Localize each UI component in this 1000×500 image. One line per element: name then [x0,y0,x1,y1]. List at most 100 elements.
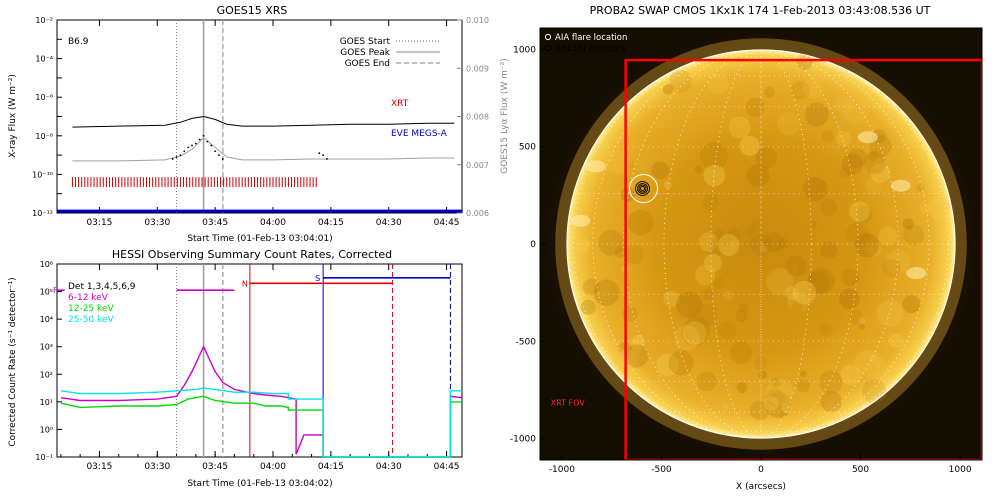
solar-texture-blob [718,321,737,340]
solar-texture-blob [808,267,835,294]
goes-short-point [187,146,190,149]
solar-texture-blob [745,97,765,118]
solar-texture-blob [620,187,636,203]
solar-texture-blob [858,323,865,330]
goes-ytick-label: 10⁻¹² [32,209,53,218]
solar-texture-blob [927,196,950,220]
goes-panel: GOES15 XRS 03:15 03:30 03:45 04:00 04:15 04:3… [8,4,510,244]
hessi-flag-label: F [53,286,58,295]
goes-marks: XRT EVE MEGS-A [57,20,462,213]
solar-texture-blob [902,295,921,314]
solar-texture-blob [746,225,757,236]
sun-xtick-label: -500 [651,465,672,475]
solar-texture-blob [582,278,600,296]
bright-region [906,267,927,280]
sun-xtick-label: 0 [758,465,764,475]
goes-short-point [210,144,213,147]
solar-texture-blob [865,241,882,257]
solar-texture-blob [681,320,708,347]
goes-short-point [322,154,325,157]
goes-ylabel: X-ray Flux (W m⁻²) [8,74,18,158]
goes-ytick-label: 10⁻² [35,16,53,25]
solar-texture-blob [809,220,818,229]
solar-texture-blob [781,403,793,414]
solar-texture-blob [624,344,649,368]
hessi-panel: HESSI Observing Summary Count Rates, Cor… [8,248,463,489]
solar-texture-blob [834,94,854,114]
hessi-xtick-label: 04:15 [318,462,344,472]
solar-texture-blob [593,279,620,306]
goes-ytick-label: 10⁻⁸ [35,132,53,141]
sun-ytick-label: -1000 [510,435,536,445]
solar-texture-blob [702,194,720,211]
solar-texture-blob [845,222,870,246]
rhessi-contour [637,183,648,194]
solar-texture-blob [764,86,775,98]
sun-legend-label: RHESSI contours [555,44,626,54]
longitude-line [710,49,812,439]
xrt-fov-label: XRT FOV [551,399,586,408]
goes-xtick-label: 04:15 [318,218,344,228]
goes-y2tick-label: 0.009 [466,64,489,73]
sun-legend-label: AIA flare location [555,33,627,43]
solar-texture-blob [663,180,672,189]
goes-short-point [183,150,186,153]
solar-texture-blob [820,390,843,413]
solar-texture-blob [792,280,817,305]
solar-texture-blob [720,235,731,246]
bright-region [570,214,591,227]
solar-texture-blob [739,135,760,156]
hessi-ylabel: Corrected Count Rate (s⁻¹ detector⁻¹) [8,277,18,446]
bright-region [890,179,911,192]
solar-texture-blob [858,316,866,325]
solar-texture-blob [693,303,718,327]
goes-class-label: B6.9 [68,37,89,47]
solar-texture-blob [714,277,726,289]
solar-texture-blob [707,58,721,73]
solar-texture-blob [656,353,679,377]
solar-texture-blob [746,164,770,188]
solar-texture-blob [682,321,707,345]
goes-short-point [175,156,178,158]
solar-texture-blob [849,201,870,222]
solar-texture-blob [839,288,860,310]
solar-texture-blob [764,232,785,253]
hessi-ytick-label: 10¹ [40,398,53,407]
solar-texture-blob [749,400,770,421]
solar-lat-lon-grid [566,49,956,439]
solar-texture-blob [726,227,741,242]
solar-texture-blob [791,300,804,313]
goes-legend-label: GOES Start [340,37,391,47]
solar-texture-blob [888,333,904,349]
solar-texture-blob [721,402,730,411]
sun-title: PROBA2 SWAP CMOS 1Kx1K 174 1-Feb-2013 03… [590,4,931,17]
hessi-xtick-label: 04:45 [434,462,460,472]
solar-texture-blob [848,310,864,325]
hessi-marks: F N S [53,264,463,458]
goes-legend-label: GOES End [345,59,390,69]
hessi-ytick-label: 10⁶ [40,260,53,269]
sun-axes: -1000 -500 0 500 1000 -1000 -500 0 500 1000 [510,45,972,475]
goes-xtick-label: 03:45 [202,218,228,228]
solar-texture-blob [723,290,734,301]
hessi-xtick-label: 04:30 [376,462,402,472]
solar-texture-blob [777,238,789,250]
rhessi-contour [638,184,647,193]
solar-texture-blob [753,356,768,371]
goes-ytick-label: 10⁻¹⁰ [32,170,53,179]
solar-texture-blob [651,161,670,180]
sun-xtick-label: 1000 [949,465,972,475]
solar-texture-blob [842,97,869,125]
solar-texture-blob [882,258,901,278]
goes-short-point [206,140,209,143]
solar-texture-blob [797,262,811,275]
goes-xlabel: Start Time (01-Feb-13 03:04:01) [187,234,332,244]
goes-y2tick-label: 0.010 [466,16,489,25]
solar-texture-blob [758,370,768,380]
solar-texture-blob [663,290,680,308]
solar-texture-blob [841,153,864,175]
goes-axes: 03:15 03:30 03:45 04:00 04:15 04:30 04:45 10⁻¹²… [32,16,489,228]
solar-texture-blob [916,183,925,192]
